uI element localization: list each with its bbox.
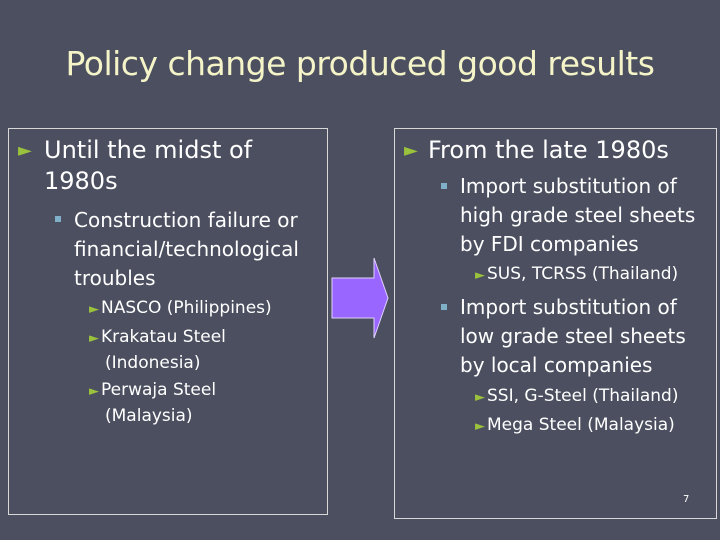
right-heading: ► From the late 1980s (404, 136, 669, 164)
triangle-bullet-icon: ► (475, 268, 485, 283)
triangle-bullet-icon: ► (18, 140, 32, 161)
right-sub1: Import substitution of high grade steel … (460, 174, 696, 256)
triangle-bullet-icon: ► (89, 302, 99, 317)
triangle-bullet-icon: ► (89, 331, 99, 346)
square-bullet-icon (441, 304, 447, 310)
page-number: 7 (683, 494, 690, 505)
left-item: ► Perwaja Steel (Malaysia) (89, 380, 217, 426)
left-item: ► Krakatau Steel (Indonesia) (89, 327, 226, 373)
right-arrow-icon (331, 257, 389, 339)
left-item: ► NASCO (Philippines) (89, 298, 272, 318)
triangle-bullet-icon: ► (475, 419, 485, 434)
slide-title: Policy change produced good results (65, 44, 655, 83)
triangle-bullet-icon: ► (89, 384, 99, 399)
left-sub: Construction failure or financial/techno… (74, 208, 299, 290)
square-bullet-icon (441, 183, 447, 189)
right-item: ► Mega Steel (Malaysia) (475, 415, 675, 435)
left-heading: ► Until the midst of 1980s (18, 136, 253, 195)
right-sub2: Import substitution of low grade steel s… (460, 295, 686, 377)
square-bullet-icon (55, 216, 61, 222)
right-box (394, 128, 717, 519)
right-item: ► SUS, TCRSS (Thailand) (475, 264, 679, 284)
left-box (8, 128, 328, 515)
triangle-bullet-icon: ► (475, 390, 485, 405)
triangle-bullet-icon: ► (404, 140, 418, 161)
right-item: ► SSI, G-Steel (Thailand) (475, 386, 679, 406)
